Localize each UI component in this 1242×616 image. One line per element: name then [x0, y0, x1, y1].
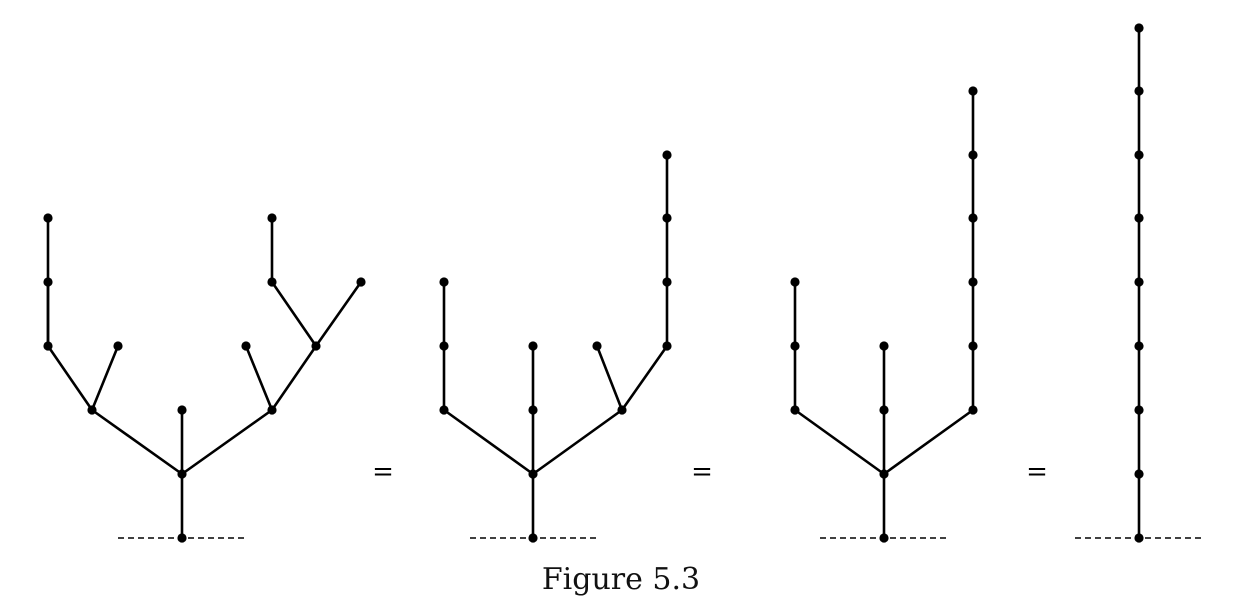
tree-1-node	[87, 405, 97, 415]
tree-1-node	[177, 533, 187, 543]
tree-3-node	[879, 533, 889, 543]
tree-1-node	[177, 405, 187, 415]
tree-4-node	[1134, 213, 1144, 223]
tree-2-node	[528, 405, 538, 415]
tree-3-node	[790, 341, 800, 351]
tree-1-node	[113, 341, 123, 351]
tree-3-node	[968, 150, 978, 160]
tree-3-node	[790, 405, 800, 415]
tree-2-node	[439, 341, 449, 351]
tree-4-node	[1134, 150, 1144, 160]
tree-4-node	[1134, 341, 1144, 351]
tree-3-node	[879, 341, 889, 351]
tree-2-edge	[531, 408, 624, 476]
equals-sign: =	[691, 457, 713, 487]
tree-2-node	[662, 341, 672, 351]
tree-1-node	[356, 277, 366, 287]
tree-3-node	[968, 405, 978, 415]
tree-1-node	[177, 469, 187, 479]
tree-1	[43, 213, 366, 543]
tree-2-node	[662, 277, 672, 287]
tree-1-edge	[244, 344, 274, 412]
tree-4-node	[1134, 533, 1144, 543]
tree-2-edge	[620, 344, 669, 412]
tree-2-node	[592, 341, 602, 351]
tree-1-node	[311, 341, 321, 351]
tree-2-node	[528, 533, 538, 543]
tree-3-node	[968, 341, 978, 351]
tree-2-node	[617, 405, 627, 415]
tree-4-node	[1134, 469, 1144, 479]
tree-1-edge	[90, 344, 120, 412]
tree-1-edge	[180, 408, 274, 476]
tree-4-node	[1134, 405, 1144, 415]
figure-caption: Figure 5.3	[541, 562, 701, 597]
tree-4-node	[1134, 86, 1144, 96]
tree-1-edge	[314, 280, 363, 348]
tree-2-edge	[442, 408, 535, 476]
tree-2-node	[662, 150, 672, 160]
tree-1-edge	[270, 344, 318, 412]
tree-1-node	[43, 213, 53, 223]
tree-3-node	[790, 277, 800, 287]
tree-4	[1075, 23, 1204, 543]
tree-1-edge	[90, 408, 184, 476]
tree-4-node	[1134, 23, 1144, 33]
equals-sign: =	[372, 457, 394, 487]
tree-3-node	[879, 469, 889, 479]
tree-1-edge	[46, 344, 94, 412]
tree-2-node	[528, 469, 538, 479]
tree-1-edge	[270, 280, 318, 348]
tree-3-edge	[882, 408, 975, 476]
tree-2-node	[528, 341, 538, 351]
tree-1-node	[241, 341, 251, 351]
tree-3-node	[968, 86, 978, 96]
tree-4-node	[1134, 277, 1144, 287]
tree-1-node	[267, 405, 277, 415]
equals-sign: =	[1026, 457, 1048, 487]
tree-3-node	[968, 213, 978, 223]
tree-1-node	[43, 341, 53, 351]
tree-2-node	[439, 277, 449, 287]
tree-2	[439, 150, 672, 543]
tree-3-edge	[793, 408, 886, 476]
tree-3-node	[879, 405, 889, 415]
tree-3-node	[968, 277, 978, 287]
tree-2-node	[439, 405, 449, 415]
tree-1-node	[267, 277, 277, 287]
tree-1-node	[43, 277, 53, 287]
tree-2-edge	[595, 344, 624, 412]
tree-2-node	[662, 213, 672, 223]
tree-3	[790, 86, 978, 543]
tree-1-node	[267, 213, 277, 223]
